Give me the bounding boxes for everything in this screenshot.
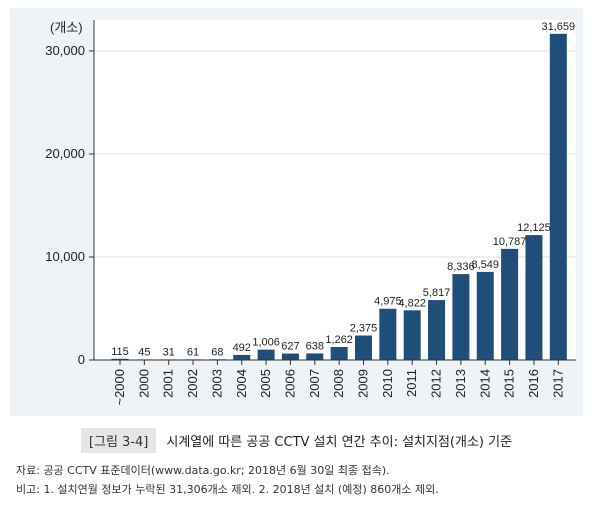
bar xyxy=(281,353,299,360)
plot-area xyxy=(94,20,576,360)
bar xyxy=(476,271,494,360)
x-tick-label: 2015 xyxy=(502,369,517,398)
x-tick-label: 2005 xyxy=(258,369,273,398)
data-label: 8,336 xyxy=(447,261,475,273)
data-label: 5,817 xyxy=(423,287,451,299)
bar xyxy=(525,235,543,360)
y-tick-label: 20,000 xyxy=(45,146,85,161)
x-tick-label: 2010 xyxy=(380,369,395,398)
bar xyxy=(330,346,348,360)
data-label: 2,375 xyxy=(350,323,378,335)
data-label: 10,787 xyxy=(493,236,527,248)
data-label: 1,262 xyxy=(325,334,353,346)
y-unit-label: (개소) xyxy=(50,20,83,35)
y-tick-label: 30,000 xyxy=(45,43,85,58)
bar xyxy=(111,358,129,360)
figure-title: 시계열에 따른 공공 CCTV 설치 연간 추이: 설치지점(개소) 기준 xyxy=(166,435,513,450)
x-tick-label: 2009 xyxy=(356,369,371,398)
x-tick-label: 2017 xyxy=(550,369,565,398)
x-tick-label: 2012 xyxy=(429,369,444,398)
x-tick-label: 2007 xyxy=(307,369,322,398)
bar xyxy=(549,33,567,360)
bar xyxy=(501,248,519,360)
bar xyxy=(379,308,397,360)
x-tick-label: 2013 xyxy=(453,369,468,398)
remark-note: 비고: 1. 설치연월 정보가 누락된 31,306개소 제외. 2. 2018… xyxy=(16,483,439,496)
bar xyxy=(355,335,372,360)
bar xyxy=(257,349,275,360)
x-tick-label: 2001 xyxy=(161,369,176,398)
x-tick-label: 2008 xyxy=(331,369,346,398)
x-tick-label: 2003 xyxy=(209,369,224,398)
figure-number: [그림 3-4] xyxy=(80,428,157,453)
bar xyxy=(233,354,251,360)
bar xyxy=(452,274,470,360)
data-label: 627 xyxy=(281,341,299,353)
figure-caption: [그림 3-4] 시계열에 따른 공공 CCTV 설치 연간 추이: 설치지점(… xyxy=(0,428,593,453)
x-tick-label: 2002 xyxy=(185,369,200,398)
y-tick-label: 0 xyxy=(78,352,85,367)
data-label: 45 xyxy=(138,346,150,358)
x-tick-label: ~2000 xyxy=(112,369,127,406)
chart-panel: 115 45 31 61 68 492 1,006 627 638 1,262 2,375 4,975… xyxy=(10,8,583,416)
data-label: 61 xyxy=(187,346,199,358)
data-label: 1,006 xyxy=(252,337,280,349)
x-tick-label: 2016 xyxy=(526,369,541,398)
data-label: 31,659 xyxy=(541,21,575,33)
data-label: 68 xyxy=(211,346,223,358)
y-tick-label: 10,000 xyxy=(45,249,85,264)
x-tick-label: 2014 xyxy=(477,369,492,398)
data-label: 4,822 xyxy=(398,297,426,309)
data-label: 638 xyxy=(306,340,324,352)
x-tick-label: 2004 xyxy=(234,369,249,398)
data-label: 492 xyxy=(233,342,251,354)
x-tick-label: 2000 xyxy=(136,369,151,398)
bar xyxy=(403,310,421,360)
data-label: 12,125 xyxy=(517,222,551,234)
data-label: 4,975 xyxy=(374,296,402,308)
bar xyxy=(306,353,324,360)
source-note: 자료: 공공 CCTV 표준데이터(www.data.go.kr; 2018년 … xyxy=(16,464,390,477)
bar xyxy=(428,300,446,360)
x-tick-label: 2006 xyxy=(282,369,297,398)
data-label: 8,549 xyxy=(471,259,499,271)
data-label: 31 xyxy=(163,346,175,358)
data-label: 115 xyxy=(111,346,129,358)
x-tick-label: 2011 xyxy=(404,369,419,397)
